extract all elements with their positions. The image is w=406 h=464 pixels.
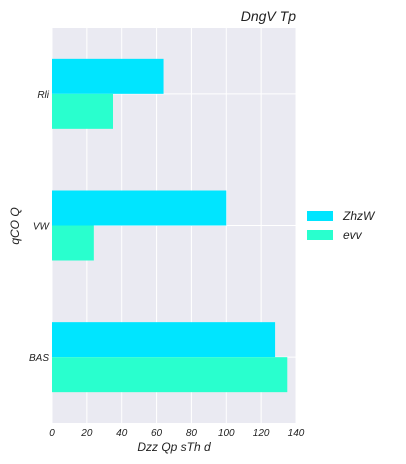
x-tick-label: 120 [253,428,270,439]
x-tick-label: 60 [151,428,163,439]
legend-label-series-2: evv [343,228,363,242]
x-tick-label: 80 [186,428,198,439]
chart-title: DngV Tp [241,8,296,24]
y-tick-label: VW [33,222,51,233]
bar-BAS-ZhzW [52,322,275,357]
bar-VW-evv [52,226,94,261]
x-tick-label: 100 [218,428,235,439]
bar-Rli-ZhzW [52,59,164,94]
x-tick-label: 0 [49,428,55,439]
y-tick-label: BAS [29,353,49,364]
legend: ZhzW evv [307,209,376,242]
x-tick-label: 140 [288,428,305,439]
legend-label-series-1: ZhzW [342,209,376,223]
legend-swatch-series-2 [307,230,333,240]
y-axis-label: qCO Q [8,207,22,244]
x-axis-label: Dzz Qp sTh d [137,440,211,454]
legend-swatch-series-1 [307,211,333,221]
bar-VW-ZhzW [52,191,226,226]
x-tick-labels: 0 20 40 60 80 100 120 140 [49,428,305,439]
y-tick-labels: BAS VW Rli [29,90,51,364]
x-tick-label: 40 [116,428,128,439]
x-tick-label: 20 [80,428,93,439]
bar-Rli-evv [52,94,113,129]
y-tick-label: Rli [37,90,49,101]
bar-BAS-evv [52,357,287,392]
